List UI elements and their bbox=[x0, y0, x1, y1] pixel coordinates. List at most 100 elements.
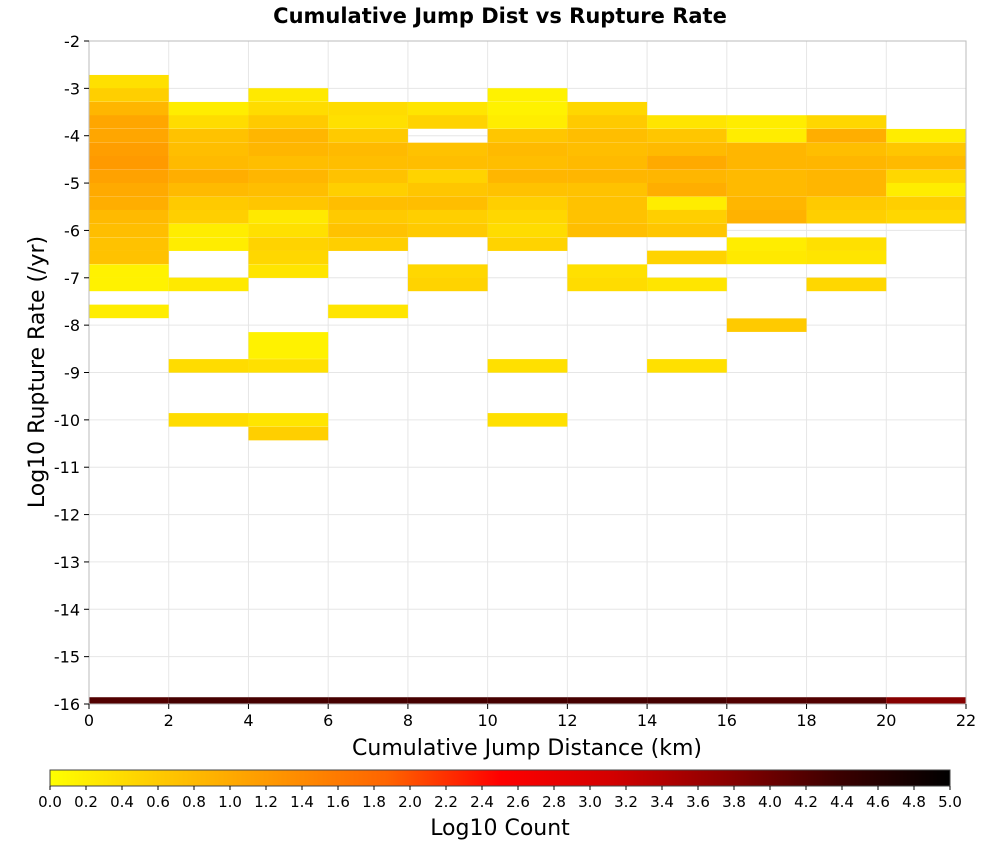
heatmap-cell bbox=[806, 169, 887, 184]
colorbar-tick-label: 1.4 bbox=[290, 793, 314, 811]
heatmap-cell bbox=[248, 264, 329, 278]
colorbar-tick-label: 4.2 bbox=[794, 793, 818, 811]
heatmap-cell bbox=[168, 169, 249, 184]
y-tick-label: -13 bbox=[54, 553, 80, 572]
heatmap-cell bbox=[89, 697, 169, 704]
colorbar-tick-label: 1.6 bbox=[326, 793, 350, 811]
heatmap-cell bbox=[647, 115, 727, 129]
heatmap-cell bbox=[647, 196, 727, 211]
heatmap-cell bbox=[328, 196, 408, 211]
heatmap-cell bbox=[886, 128, 966, 143]
heatmap-cell bbox=[89, 101, 169, 116]
x-tick-label: 14 bbox=[637, 711, 657, 730]
colorbar-ticks: 0.0 0.2 0.4 0.6 0.8 1.0 1.2 1.4 1.6 1.8 2.0 2.2 2.4 2… bbox=[38, 786, 962, 811]
heatmap-cell bbox=[487, 169, 568, 184]
heatmap-cell bbox=[89, 304, 169, 319]
y-tick-label: -15 bbox=[54, 648, 80, 667]
heatmap-cell bbox=[248, 359, 329, 373]
colorbar-tick-label: 1.8 bbox=[362, 793, 386, 811]
heatmap-cell bbox=[248, 101, 329, 116]
heatmap-cell bbox=[407, 182, 488, 197]
heatmap-cell bbox=[407, 196, 488, 211]
heatmap-cell bbox=[89, 115, 169, 129]
colorbar-tick-label: 1.0 bbox=[218, 793, 242, 811]
heatmap-cell bbox=[806, 277, 887, 292]
x-tick-label: 10 bbox=[477, 711, 497, 730]
heatmap-cell bbox=[248, 182, 329, 197]
heatmap-cell bbox=[248, 426, 329, 441]
heatmap-cell bbox=[886, 196, 966, 211]
heatmap-cell bbox=[886, 142, 966, 157]
heatmap-cell bbox=[328, 697, 408, 704]
heatmap-cell bbox=[407, 155, 488, 170]
heatmap-cell bbox=[248, 697, 329, 704]
heatmap-cell bbox=[806, 237, 887, 251]
colorbar-tick-label: 3.6 bbox=[686, 793, 710, 811]
heatmap-cell bbox=[89, 128, 169, 143]
heatmap-cell bbox=[487, 128, 568, 143]
x-tick-label: 8 bbox=[403, 711, 413, 730]
colorbar-tick-label: 2.4 bbox=[470, 793, 494, 811]
heatmap-cell bbox=[89, 88, 169, 102]
chart-title: Cumulative Jump Dist vs Rupture Rate bbox=[273, 4, 727, 28]
heatmap-cell bbox=[407, 169, 488, 184]
heatmap-cell bbox=[567, 209, 648, 224]
heatmap-cell bbox=[248, 142, 329, 157]
heatmap-cell bbox=[487, 155, 568, 170]
colorbar-tick-label: 4.0 bbox=[758, 793, 782, 811]
heatmap-cell bbox=[886, 697, 966, 704]
heatmap-cell bbox=[248, 115, 329, 129]
heatmap-cell bbox=[647, 277, 727, 292]
heatmap-cell bbox=[487, 697, 568, 704]
colorbar-tick-label: 2.0 bbox=[398, 793, 422, 811]
colorbar-tick-label: 3.8 bbox=[722, 793, 746, 811]
heatmap-cell bbox=[726, 169, 807, 184]
x-tick-label: 18 bbox=[796, 711, 816, 730]
heatmap-cell bbox=[726, 697, 807, 704]
heatmap-cell bbox=[567, 223, 648, 238]
heatmap-cell bbox=[407, 277, 488, 292]
heatmap-cell bbox=[248, 196, 329, 211]
y-tick-label: -8 bbox=[64, 316, 80, 335]
heatmap-cell bbox=[168, 115, 249, 129]
heatmap-cell bbox=[647, 182, 727, 197]
heatmap-cell bbox=[487, 182, 568, 197]
x-axis-ticks: 0 2 4 6 8 10 12 14 16 18 20 22 bbox=[84, 704, 976, 730]
heatmap-cell bbox=[647, 142, 727, 157]
heatmap-cell bbox=[487, 413, 568, 427]
heatmap-cell bbox=[567, 115, 648, 129]
y-tick-label: -2 bbox=[64, 32, 80, 51]
heatmap-cell bbox=[168, 155, 249, 170]
heatmap-cell bbox=[647, 209, 727, 224]
heatmap-cell bbox=[567, 128, 648, 143]
heatmap-cell bbox=[567, 182, 648, 197]
colorbar-tick-label: 3.4 bbox=[650, 793, 674, 811]
heatmap-cell bbox=[726, 237, 807, 251]
heatmap-cell bbox=[487, 142, 568, 157]
heatmap-cell bbox=[407, 101, 488, 116]
heatmap-cell bbox=[168, 237, 249, 251]
colorbar bbox=[49, 769, 951, 787]
heatmap-cell bbox=[328, 304, 408, 319]
y-tick-label: -7 bbox=[64, 269, 80, 288]
heatmap-cell bbox=[89, 196, 169, 211]
heatmap-cell bbox=[89, 209, 169, 224]
x-tick-label: 2 bbox=[164, 711, 174, 730]
y-tick-label: -9 bbox=[64, 364, 80, 383]
colorbar-tick-label: 3.2 bbox=[614, 793, 638, 811]
heatmap-cell bbox=[726, 128, 807, 143]
heatmap-cell bbox=[89, 223, 169, 238]
x-tick-label: 20 bbox=[876, 711, 896, 730]
heatmap-cell bbox=[487, 101, 568, 116]
heatmap-cell bbox=[886, 182, 966, 197]
heatmap-cell bbox=[168, 128, 249, 143]
heatmap-cell bbox=[647, 697, 727, 704]
x-tick-label: 6 bbox=[323, 711, 333, 730]
y-tick-label: -3 bbox=[64, 79, 80, 98]
heatmap-cell bbox=[726, 250, 807, 265]
colorbar-tick-label: 4.4 bbox=[830, 793, 854, 811]
y-tick-label: -5 bbox=[64, 174, 80, 193]
heatmap-cell bbox=[567, 196, 648, 211]
heatmap-cell bbox=[567, 155, 648, 170]
